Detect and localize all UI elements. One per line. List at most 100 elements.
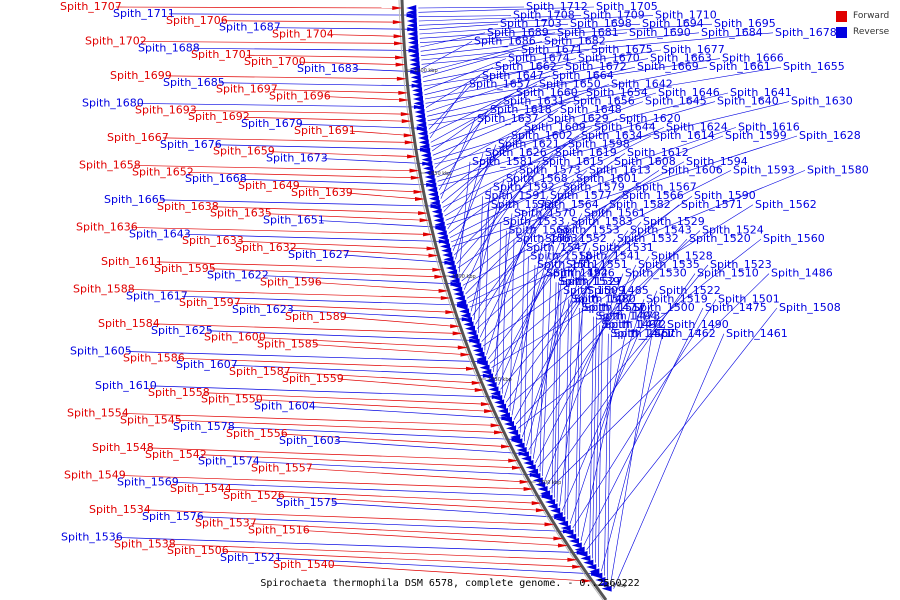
gene-leader-line <box>429 75 551 134</box>
reverse-gene-label: Spith_1637 <box>477 112 539 125</box>
reverse-gene-glyph <box>460 312 471 319</box>
forward-gene-glyph <box>395 62 406 67</box>
reverse-gene-glyph <box>442 252 453 258</box>
gene-leader-line <box>505 230 629 403</box>
reverse-gene-label: Spith_1510 <box>697 267 759 280</box>
forward-gene-glyph <box>418 211 429 216</box>
scale-tick-label: 1800 kbp <box>452 274 476 280</box>
reverse-gene-glyph <box>506 425 517 432</box>
reverse-gene-label: Spith_1665 <box>104 193 166 206</box>
forward-gene-glyph <box>399 97 410 102</box>
gene-leader-line <box>197 516 567 532</box>
reverse-gene-label: Spith_1690 <box>629 26 691 39</box>
reverse-gene-glyph <box>407 22 418 29</box>
reverse-gene-glyph <box>429 200 440 206</box>
gene-leader-line <box>181 295 462 306</box>
gene-leader-line <box>592 316 597 559</box>
gene-leader-line <box>613 333 725 589</box>
reverse-gene-label: Spith_1708 <box>513 9 575 22</box>
gene-leader-line <box>454 144 567 256</box>
forward-gene-glyph <box>567 557 578 562</box>
reverse-gene-label: Spith_1689 <box>487 26 549 39</box>
forward-gene-glyph <box>474 387 485 392</box>
reverse-gene-glyph <box>571 542 582 549</box>
reverse-gene-label: Spith_1630 <box>791 95 853 108</box>
gene-leader-line <box>290 247 433 256</box>
forward-gene-glyph <box>471 380 482 385</box>
forward-gene-glyph <box>553 536 564 541</box>
reverse-gene-label: Spith_1606 <box>661 163 723 176</box>
reverse-gene-label: Spith_1671 <box>521 43 583 56</box>
reverse-gene-glyph <box>514 442 525 449</box>
reverse-gene-glyph <box>499 412 510 419</box>
gene-leader-line <box>604 333 609 576</box>
reverse-gene-glyph <box>512 438 523 445</box>
gene-leader-line <box>487 204 608 360</box>
reverse-gene-label: Spith_1599 <box>725 129 787 142</box>
gene-leader-line <box>284 371 476 384</box>
reverse-gene-glyph <box>530 473 541 479</box>
gene-leader-line <box>243 116 406 122</box>
reverse-gene-glyph <box>448 273 459 280</box>
gene-leader-line <box>299 61 400 65</box>
reverse-gene-glyph <box>492 395 503 401</box>
forward-gene-glyph <box>434 274 445 279</box>
reverse-gene-label: Spith_1583 <box>571 215 633 228</box>
reverse-gene-glyph <box>406 18 417 24</box>
gene-leader-line <box>539 273 545 472</box>
forward-gene-glyph <box>409 168 420 173</box>
forward-gene-glyph <box>407 154 418 159</box>
forward-gene-glyph <box>457 345 468 350</box>
gene-leader-line <box>425 66 494 108</box>
reverse-gene-label: Spith_1524 <box>702 224 764 237</box>
gene-leader-line <box>134 165 414 172</box>
reverse-gene-label: Spith_1648 <box>560 103 622 116</box>
reverse-gene-label: Spith_1709 <box>583 9 645 22</box>
reverse-gene-label: Spith_1610 <box>95 379 157 392</box>
reverse-gene-glyph <box>456 299 467 306</box>
gene-leader-line <box>502 230 507 394</box>
reverse-gene-label: Spith_1563 <box>516 232 578 245</box>
gene-leader-line <box>511 239 544 416</box>
forward-gene-glyph <box>450 324 461 329</box>
reverse-gene-label: Spith_1672 <box>565 60 627 73</box>
reverse-gene-label: Spith_1698 <box>570 17 632 30</box>
reverse-gene-label: Spith_1511 <box>537 258 599 271</box>
reverse-gene-label: Spith_1618 <box>490 103 552 116</box>
reverse-gene-label: Spith_1472 <box>604 318 666 331</box>
gene-leader-line <box>423 49 590 82</box>
gene-leader-line <box>240 178 431 186</box>
forward-gene-label: Spith_1516 <box>248 524 310 537</box>
forward-gene-label: Spith_1701 <box>191 48 253 61</box>
gene-leader-line <box>468 170 732 303</box>
reverse-gene-glyph <box>523 460 534 466</box>
reverse-gene-label: Spith_1661 <box>709 60 771 73</box>
gene-leader-line <box>268 151 412 157</box>
forward-gene-glyph <box>572 564 583 569</box>
gene-leader-line <box>150 385 496 398</box>
reverse-gene-glyph <box>466 330 477 336</box>
reverse-gene-glyph <box>408 48 419 55</box>
reverse-gene-label: Spith_1529 <box>643 215 705 228</box>
forward-gene-glyph <box>494 430 505 435</box>
reverse-gene-glyph <box>409 61 420 68</box>
reverse-gene-label: Spith_1614 <box>653 129 715 142</box>
forward-gene-label: Spith_1700 <box>244 55 306 68</box>
forward-gene-label: Spith_1544 <box>170 482 232 495</box>
reverse-gene-label: Spith_1619 <box>555 146 617 159</box>
forward-gene-glyph <box>445 310 456 315</box>
forward-gene-label: Spith_1692 <box>188 110 250 123</box>
forward-gene-label: Spith_1658 <box>79 158 141 171</box>
gene-leader-line <box>429 84 468 139</box>
gene-leader-line <box>486 204 536 355</box>
reverse-gene-label: Spith_1609 <box>524 120 586 133</box>
reverse-gene-label: Spith_1520 <box>689 232 751 245</box>
gene-leader-line <box>519 247 525 433</box>
reverse-gene-label: Spith_1641 <box>730 86 792 99</box>
gene-leader-line <box>256 399 489 412</box>
reverse-gene-glyph <box>540 490 551 497</box>
reverse-gene-glyph <box>532 477 543 484</box>
forward-gene-glyph <box>544 522 555 527</box>
gene-leader-line <box>476 187 634 329</box>
reverse-gene-glyph <box>433 217 444 224</box>
